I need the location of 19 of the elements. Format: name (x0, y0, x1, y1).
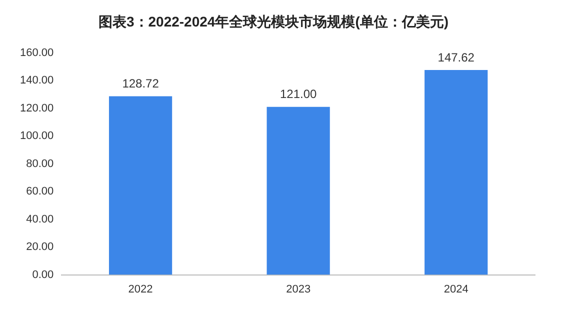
y-tick-label: 140.00 (20, 74, 54, 87)
y-tick-label: 160.00 (20, 46, 54, 59)
data-label: 128.72 (122, 76, 160, 91)
bar (108, 96, 172, 275)
data-label: 147.62 (438, 50, 475, 64)
y-tick-label: 120.00 (20, 102, 54, 114)
y-tick-label: 0.00 (32, 268, 54, 281)
x-tick-label: 2023 (286, 283, 311, 296)
y-tick-label: 100.00 (20, 130, 54, 142)
y-tick-label: 80.00 (26, 158, 54, 170)
y-tick-label: 40.00 (26, 213, 54, 226)
x-tick-label: 2022 (128, 283, 153, 296)
data-label: 121.00 (280, 87, 317, 102)
chart-title: 图表3：2022-2024年全球光模块市场规模(单位：亿美元) (98, 13, 449, 30)
x-tick-label: 2024 (444, 283, 468, 296)
y-tick-label: 60.00 (26, 186, 54, 198)
bar (424, 70, 488, 275)
bar (266, 106, 330, 275)
y-tick-label: 20.00 (26, 241, 54, 254)
